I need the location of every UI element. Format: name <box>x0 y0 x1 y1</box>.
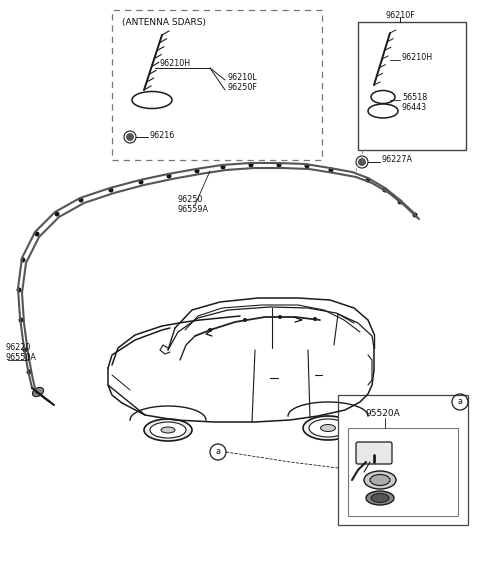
Text: 96210L: 96210L <box>227 74 257 83</box>
Circle shape <box>328 167 334 173</box>
Ellipse shape <box>150 422 186 438</box>
Circle shape <box>19 318 24 323</box>
Bar <box>112 10 322 160</box>
Ellipse shape <box>161 427 175 433</box>
Bar <box>358 22 466 150</box>
Circle shape <box>21 257 25 262</box>
Circle shape <box>278 315 282 319</box>
Circle shape <box>208 328 212 332</box>
Text: 96210H: 96210H <box>160 60 191 69</box>
Ellipse shape <box>364 471 396 489</box>
Text: 96220: 96220 <box>5 343 30 352</box>
Circle shape <box>194 169 200 174</box>
Circle shape <box>23 347 27 352</box>
Ellipse shape <box>309 419 347 437</box>
Text: (ANTENNA SDARS): (ANTENNA SDARS) <box>122 17 206 26</box>
Text: 96216: 96216 <box>150 130 175 139</box>
Ellipse shape <box>132 92 172 108</box>
Ellipse shape <box>321 424 336 432</box>
Circle shape <box>79 197 84 202</box>
Ellipse shape <box>371 90 395 103</box>
Circle shape <box>304 164 310 169</box>
FancyBboxPatch shape <box>356 442 392 464</box>
Circle shape <box>412 212 418 217</box>
Text: 96227A: 96227A <box>382 156 413 165</box>
Ellipse shape <box>144 419 192 441</box>
Circle shape <box>55 211 60 216</box>
Text: 56518: 56518 <box>402 93 427 102</box>
Circle shape <box>108 188 113 193</box>
Circle shape <box>126 133 134 141</box>
Circle shape <box>397 200 403 205</box>
Bar <box>348 428 458 516</box>
Circle shape <box>313 317 317 321</box>
Circle shape <box>220 165 226 170</box>
Text: 96559A: 96559A <box>178 206 209 215</box>
Ellipse shape <box>370 474 390 486</box>
Text: a: a <box>216 447 220 456</box>
Ellipse shape <box>368 104 398 118</box>
Text: 96210F: 96210F <box>385 11 415 20</box>
Ellipse shape <box>33 387 44 397</box>
Circle shape <box>358 158 366 166</box>
Ellipse shape <box>371 493 389 502</box>
Circle shape <box>167 174 171 179</box>
Circle shape <box>26 369 32 374</box>
Circle shape <box>243 318 247 322</box>
Circle shape <box>365 178 371 183</box>
Circle shape <box>383 188 387 193</box>
Circle shape <box>139 179 144 184</box>
Circle shape <box>35 232 39 237</box>
Ellipse shape <box>303 416 353 440</box>
Text: 96550A: 96550A <box>5 353 36 362</box>
Text: 96210H: 96210H <box>402 53 433 62</box>
Text: 95520A: 95520A <box>365 409 400 418</box>
Text: 96443: 96443 <box>402 103 427 112</box>
Ellipse shape <box>366 491 394 505</box>
Text: a: a <box>457 397 463 406</box>
Text: 96250: 96250 <box>178 196 204 205</box>
Circle shape <box>249 162 253 167</box>
Bar <box>338 395 468 525</box>
Text: 96250F: 96250F <box>227 84 257 93</box>
Circle shape <box>16 288 22 292</box>
Circle shape <box>276 162 281 167</box>
